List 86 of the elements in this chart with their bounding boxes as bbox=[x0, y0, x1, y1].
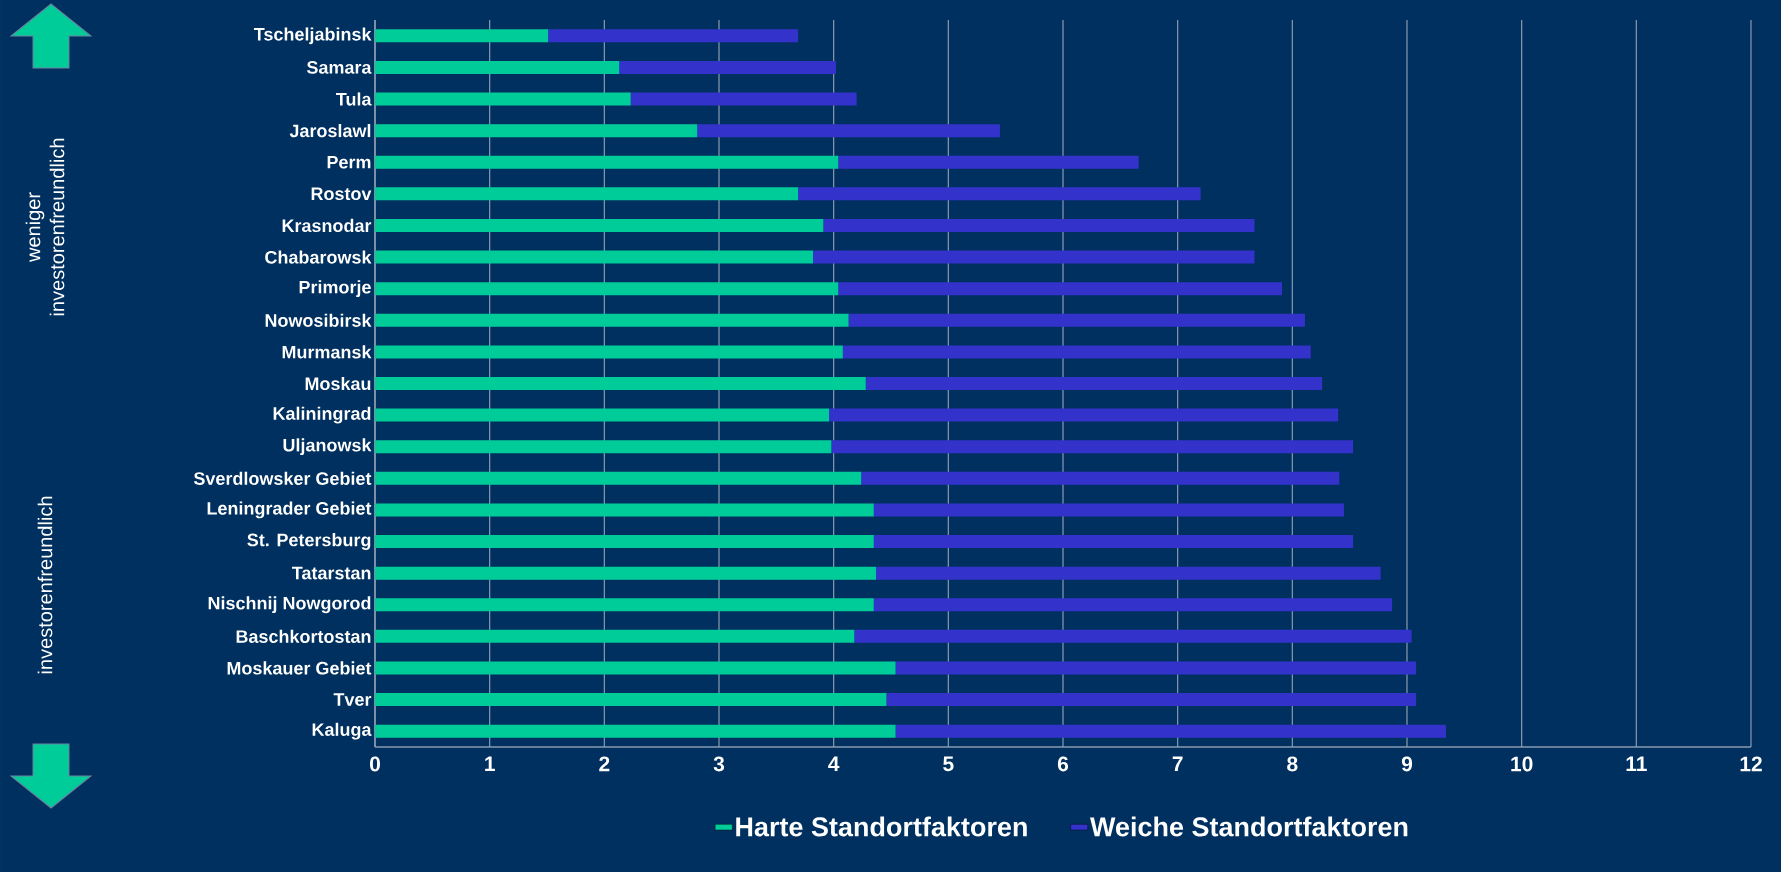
x-tick-label: 11 bbox=[1626, 756, 1647, 771]
x-tick-label: 10 bbox=[1511, 756, 1533, 772]
bar bbox=[548, 29, 799, 43]
bar bbox=[630, 92, 857, 106]
bar bbox=[838, 155, 1139, 169]
y-tick-label: Tatarstan bbox=[291, 566, 371, 580]
bar bbox=[375, 440, 832, 454]
legend-label: Weiche Standortfaktoren bbox=[1089, 816, 1408, 837]
bar bbox=[854, 629, 1412, 643]
bar bbox=[375, 60, 620, 74]
bar bbox=[375, 693, 887, 707]
bar bbox=[375, 661, 896, 675]
x-tick-label: 1 bbox=[485, 756, 495, 771]
bar bbox=[375, 724, 896, 738]
bar bbox=[829, 408, 1339, 422]
y-tick-label: St. Petersburg bbox=[247, 533, 371, 550]
bar bbox=[876, 566, 1381, 580]
bar bbox=[886, 693, 1417, 707]
bar bbox=[697, 124, 1000, 138]
x-tick-label: 7 bbox=[1172, 756, 1183, 771]
bar bbox=[873, 535, 1354, 549]
bar bbox=[838, 282, 1283, 296]
x-tick-label: 9 bbox=[1401, 756, 1413, 772]
bar bbox=[375, 345, 843, 359]
x-tick-label: 12 bbox=[1740, 756, 1762, 772]
bar bbox=[375, 155, 839, 169]
bar bbox=[375, 29, 549, 43]
x-tick-label: 6 bbox=[1057, 756, 1069, 772]
bar bbox=[375, 598, 874, 612]
bar bbox=[375, 92, 631, 106]
bar bbox=[375, 629, 855, 643]
y-tick-label: Uljanowsk bbox=[283, 438, 372, 456]
x-tick-label: 4 bbox=[828, 756, 840, 771]
bar bbox=[375, 377, 866, 390]
bar bbox=[895, 661, 1417, 675]
y-tick-label: Moskau bbox=[305, 376, 371, 391]
y-tick-label: Nowosibirsk bbox=[265, 313, 372, 327]
x-tick-label: 0 bbox=[370, 756, 380, 772]
bar bbox=[842, 345, 1311, 359]
bar bbox=[375, 218, 824, 232]
bar bbox=[375, 408, 830, 422]
y-tick-label: Tver bbox=[333, 693, 372, 706]
bar bbox=[873, 598, 1393, 612]
x-tick-label: 3 bbox=[713, 756, 725, 772]
bar bbox=[375, 124, 698, 138]
y-tick-label: Kaluga bbox=[312, 722, 372, 740]
y-tick-label: Murmansk bbox=[282, 345, 372, 359]
bar bbox=[375, 250, 814, 264]
y-tick-label: Tscheljabinsk bbox=[253, 27, 372, 45]
bar bbox=[375, 313, 849, 327]
bar bbox=[823, 218, 1255, 232]
bar bbox=[861, 471, 1340, 485]
y-tick-label: Baschkortostan bbox=[236, 629, 371, 643]
y-tick-label: Primorje bbox=[299, 280, 371, 298]
y-tick-label: Rostov bbox=[311, 187, 372, 201]
bar bbox=[375, 187, 799, 201]
bar bbox=[798, 187, 1201, 201]
y-tick-label: Jaroslawl bbox=[289, 124, 371, 138]
x-tick-label: 2 bbox=[599, 756, 610, 772]
y-tick-label: Sverdlowsker Gebiet bbox=[193, 471, 372, 485]
bar bbox=[873, 503, 1344, 517]
y-tick-label: Samara bbox=[306, 61, 372, 74]
bar bbox=[375, 471, 862, 485]
bar bbox=[375, 535, 874, 549]
text: investorenfreundlich bbox=[37, 496, 53, 674]
y-tick-label: Chabarowsk bbox=[265, 250, 372, 264]
bar bbox=[375, 503, 874, 517]
legend-label: Harte Standortfaktoren bbox=[736, 816, 1027, 837]
bar bbox=[375, 282, 839, 296]
y-tick-label: Kaliningrad bbox=[273, 406, 371, 424]
bar bbox=[895, 724, 1446, 738]
text: weniger investorenfreundlich bbox=[25, 138, 65, 316]
bar bbox=[831, 440, 1354, 454]
y-tick-label: Moskauer Gebiet bbox=[227, 661, 372, 675]
y-tick-label: Krasnodar bbox=[282, 218, 372, 233]
y-tick-label: Leningrader Gebiet bbox=[207, 501, 372, 519]
bar bbox=[619, 60, 836, 74]
x-tick-label: 8 bbox=[1287, 756, 1298, 772]
bar bbox=[813, 250, 1255, 264]
bar bbox=[865, 377, 1323, 390]
y-tick-label: Nischnij Nowgorod bbox=[208, 596, 371, 614]
bar bbox=[375, 566, 877, 580]
y-tick-label: Perm bbox=[327, 155, 371, 169]
x-tick-label: 5 bbox=[943, 756, 954, 772]
y-tick-label: Tula bbox=[336, 92, 372, 106]
bar bbox=[848, 313, 1305, 327]
